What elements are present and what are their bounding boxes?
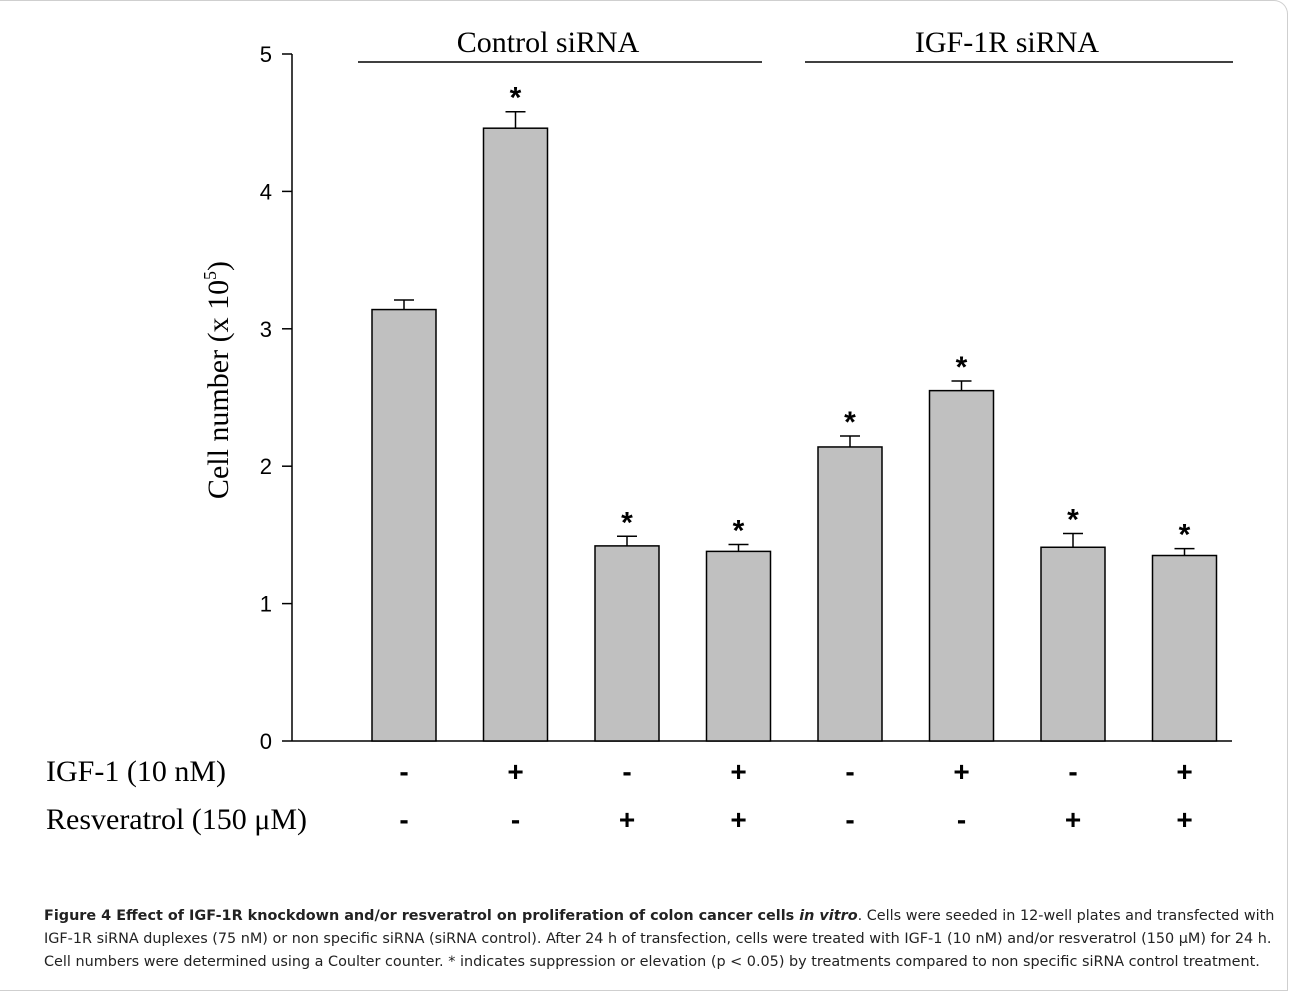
treatment-sign: + (1176, 756, 1192, 787)
group-label: IGF-1R siRNA (915, 26, 1100, 59)
treatment-sign: + (619, 804, 635, 835)
bar (594, 545, 660, 742)
figure-caption: Figure 4 Effect of IGF-1R knockdown and/… (44, 905, 1282, 974)
bar (705, 550, 772, 742)
y-tick-label: 3 (260, 317, 272, 342)
treatment-sign: - (399, 756, 408, 787)
y-tick-label: 2 (260, 454, 272, 479)
bar (1040, 546, 1106, 742)
significance-star: * (1179, 519, 1191, 552)
bar (1151, 554, 1218, 742)
group-label: Control siRNA (457, 26, 640, 59)
treatment-sign: - (399, 804, 408, 835)
bar (817, 446, 883, 742)
chart-marks: * * * * * * * Control siRNA IGF-1R siRNA IGF-1 (1… (46, 26, 1233, 836)
significance-star: * (1067, 504, 1079, 537)
bar (482, 127, 549, 742)
treatment-sign: - (511, 804, 520, 835)
treatment-row-label: Resveratrol (150 μM) (46, 803, 307, 836)
treatment-sign: + (507, 756, 523, 787)
treatment-sign: + (730, 804, 746, 835)
treatment-sign: - (622, 756, 631, 787)
treatment-sign: - (957, 804, 966, 835)
treatment-sign: + (730, 756, 746, 787)
treatment-sign: + (953, 756, 969, 787)
treatment-sign: - (1068, 756, 1077, 787)
treatment-sign: + (1176, 804, 1192, 835)
treatment-row-label: IGF-1 (10 nM) (46, 755, 226, 788)
y-tick-label: 5 (260, 42, 272, 67)
y-axis-label: Cell number (x 105) (200, 261, 235, 499)
caption-text: . Cells were seeded in 12-well plates an… (44, 908, 1275, 970)
bar (928, 389, 995, 742)
treatment-sign: - (845, 804, 854, 835)
treatment-sign: - (845, 756, 854, 787)
significance-star: * (510, 82, 522, 115)
y-tick-label: 4 (260, 179, 272, 204)
bar-chart: 0 1 2 3 4 5 * * * * * * * Control siRNA IGF-1R siRNA I… (46, 26, 1233, 836)
treatment-sign: + (1065, 804, 1081, 835)
caption-title: Figure 4 Effect of IGF-1R knockdown and/… (44, 908, 800, 924)
bar (371, 308, 437, 742)
significance-star: * (844, 406, 856, 439)
y-tick-label: 0 (260, 729, 272, 754)
significance-star: * (621, 506, 633, 539)
caption-title-italic: in vitro (799, 908, 858, 924)
significance-star: * (733, 515, 745, 548)
y-tick-label: 1 (260, 592, 272, 617)
significance-star: * (956, 351, 968, 384)
